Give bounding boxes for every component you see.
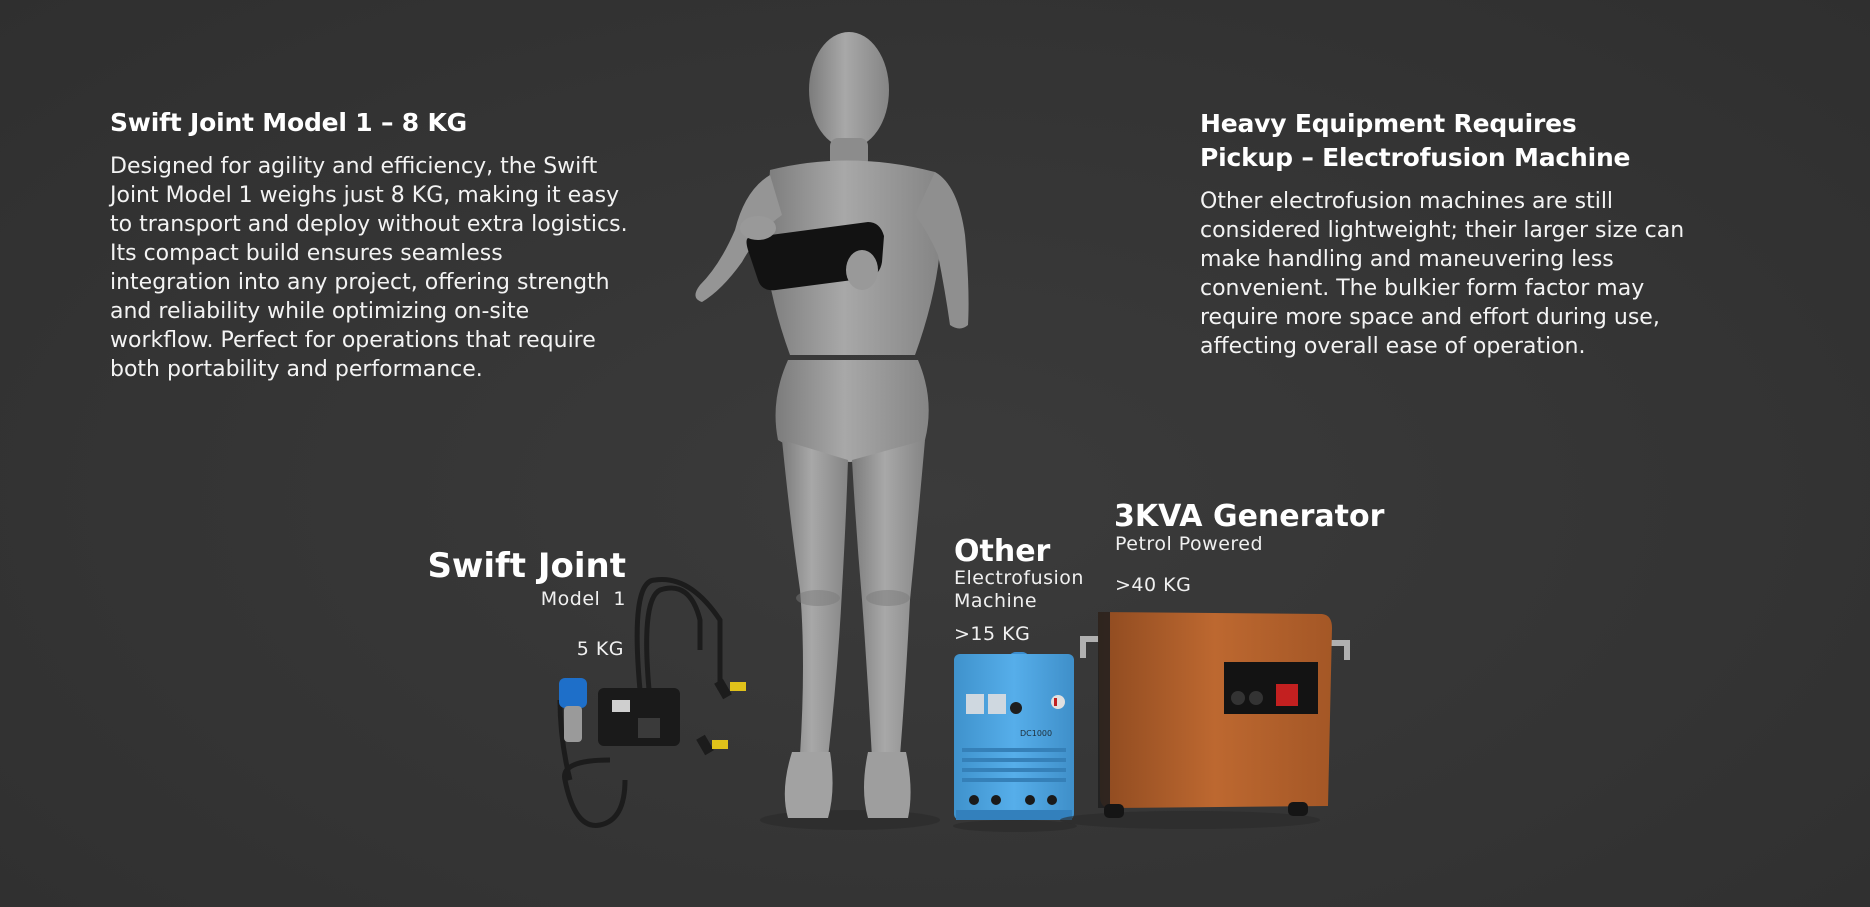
generator-title: 3KVA Generator (1114, 499, 1385, 534)
electrofusion-machine: DC1000 (953, 652, 1077, 832)
other-machine-subtitle-line1: Electrofusion (954, 567, 1084, 589)
left-body: Designed for agility and efficiency, the… (110, 154, 628, 382)
left-heading: Swift Joint Model 1 – 8 KG (110, 108, 467, 137)
right-info-section: Heavy Equipment Requires Pickup – Electr… (1200, 107, 1700, 361)
generator-weight: >40 KG (1115, 574, 1192, 596)
generator (1060, 612, 1350, 829)
swift-joint-subtitle: Model 1 (540, 588, 626, 610)
other-machine-weight: >15 KG (954, 623, 1031, 645)
left-info-section: Swift Joint Model 1 – 8 KG Designed for … (110, 106, 630, 384)
right-heading: Heavy Equipment Requires Pickup – Electr… (1200, 107, 1700, 175)
right-heading-line2: Pickup – Electrofusion Machine (1200, 143, 1631, 172)
swift-joint-device (557, 577, 746, 828)
mannequin-figure (695, 32, 969, 830)
right-body: Other electrofusion machines are still c… (1200, 189, 1685, 359)
generator-subtitle: Petrol Powered (1115, 533, 1264, 555)
machine-panel-label: DC1000 (1020, 729, 1052, 738)
right-heading-line1: Heavy Equipment Requires (1200, 109, 1577, 138)
other-machine-title: Other (954, 534, 1051, 569)
other-machine-subtitle-line2: Machine (954, 590, 1038, 612)
swift-joint-weight: 5 KG (576, 638, 624, 660)
swift-joint-title: Swift Joint (427, 546, 626, 586)
